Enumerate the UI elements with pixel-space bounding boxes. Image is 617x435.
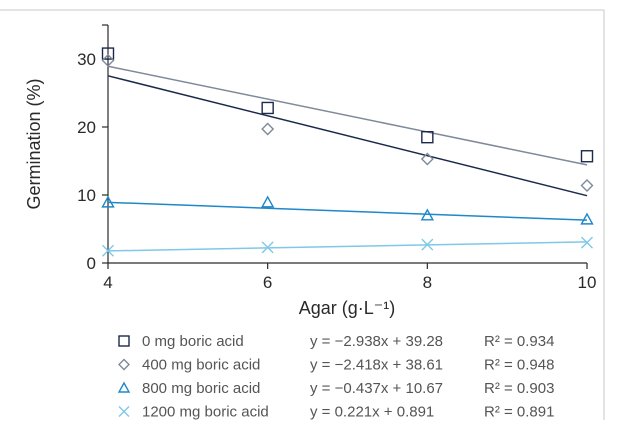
legend-item: 1200 mg boric acid y = 0.221x + 0.891 R² =… [118, 404, 554, 421]
legend-series-name: 400 mg boric acid [142, 357, 260, 374]
y-tick-label: 0 [87, 254, 96, 273]
point-square [580, 150, 594, 163]
legend-r-squared: R² = 0.948 [484, 357, 554, 374]
y-tick-label: 20 [77, 118, 96, 137]
point-square [261, 101, 274, 115]
point-x [102, 244, 114, 257]
x-axis-title: Agar (g·L⁻¹) [299, 298, 396, 318]
legend-r-squared: R² = 0.934 [484, 333, 554, 350]
point-triangle [580, 212, 594, 225]
point-diamond [101, 53, 115, 67]
legend-equation: y = 0.221x + 0.891 [310, 404, 434, 421]
y-tick-label: 30 [77, 50, 96, 69]
point-diamond [580, 178, 594, 192]
trend-line-square [107, 75, 588, 197]
legend-marker-triangle [117, 381, 131, 393]
trend-line-x [107, 241, 588, 252]
legend-marker-square [118, 335, 130, 347]
legend-r-squared: R² = 0.903 [484, 380, 554, 397]
legend-item: 400 mg boric acid y = −2.418x + 38.61 R² =… [118, 357, 554, 374]
trend-line-triangle [107, 201, 588, 221]
legend-marker-diamond [118, 358, 130, 371]
point-diamond [420, 152, 434, 166]
point-diamond [261, 122, 275, 136]
legend-marker-x [118, 406, 130, 417]
y-tick-label: 10 [77, 186, 96, 205]
legend-equation: y = −2.418x + 38.61 [310, 357, 443, 374]
point-x [421, 238, 434, 251]
point-triangle [420, 208, 435, 221]
legend: 0 mg boric acid y = −2.938x + 39.28 R² = 0… [117, 333, 554, 421]
plot-area: 4 6 8 10 0 10 20 30 [77, 24, 597, 292]
legend-item: 0 mg boric acid y = −2.938x + 39.28 R² = 0… [118, 333, 554, 350]
point-x [261, 241, 274, 254]
legend-equation: y = −2.938x + 39.28 [310, 333, 443, 350]
y-axis-title: Germination (%) [24, 78, 44, 209]
point-square [101, 47, 115, 60]
point-square [421, 130, 434, 144]
legend-series-name: 0 mg boric acid [142, 333, 244, 350]
legend-series-name: 800 mg boric acid [142, 380, 260, 397]
legend-r-squared: R² = 0.891 [484, 404, 554, 421]
axis-ticks: 4 6 8 10 0 10 20 30 [77, 24, 597, 292]
point-triangle [260, 195, 275, 208]
trend-lines [107, 65, 588, 252]
x-tick-label: 6 [263, 273, 272, 292]
x-tick-label: 10 [578, 273, 597, 292]
legend-series-name: 1200 mg boric acid [142, 404, 269, 421]
data-markers [101, 47, 594, 257]
trend-line-diamond [107, 65, 588, 166]
x-tick-label: 8 [423, 273, 432, 292]
point-x [581, 236, 593, 249]
legend-equation: y = −0.437x + 10.67 [310, 380, 443, 397]
point-triangle [101, 195, 115, 208]
legend-item: 800 mg boric acid y = −0.437x + 10.67 R² =… [117, 380, 554, 397]
x-tick-label: 4 [103, 273, 112, 292]
